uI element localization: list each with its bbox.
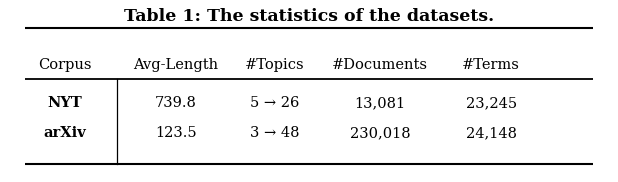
Text: 5 → 26: 5 → 26 bbox=[250, 96, 300, 110]
Text: 13,081: 13,081 bbox=[355, 96, 405, 110]
Text: #Documents: #Documents bbox=[332, 58, 428, 72]
Text: 24,148: 24,148 bbox=[466, 126, 517, 140]
Text: Table 1: The statistics of the datasets.: Table 1: The statistics of the datasets. bbox=[124, 8, 494, 25]
Text: 230,018: 230,018 bbox=[350, 126, 410, 140]
Text: arXiv: arXiv bbox=[43, 126, 87, 140]
Text: 123.5: 123.5 bbox=[155, 126, 197, 140]
Text: Avg-Length: Avg-Length bbox=[133, 58, 219, 72]
Text: 739.8: 739.8 bbox=[155, 96, 197, 110]
Text: 3 → 48: 3 → 48 bbox=[250, 126, 300, 140]
Text: #Topics: #Topics bbox=[245, 58, 305, 72]
Text: Corpus: Corpus bbox=[38, 58, 91, 72]
Text: #Terms: #Terms bbox=[462, 58, 520, 72]
Text: 23,245: 23,245 bbox=[466, 96, 517, 110]
Text: NYT: NYT bbox=[48, 96, 82, 110]
